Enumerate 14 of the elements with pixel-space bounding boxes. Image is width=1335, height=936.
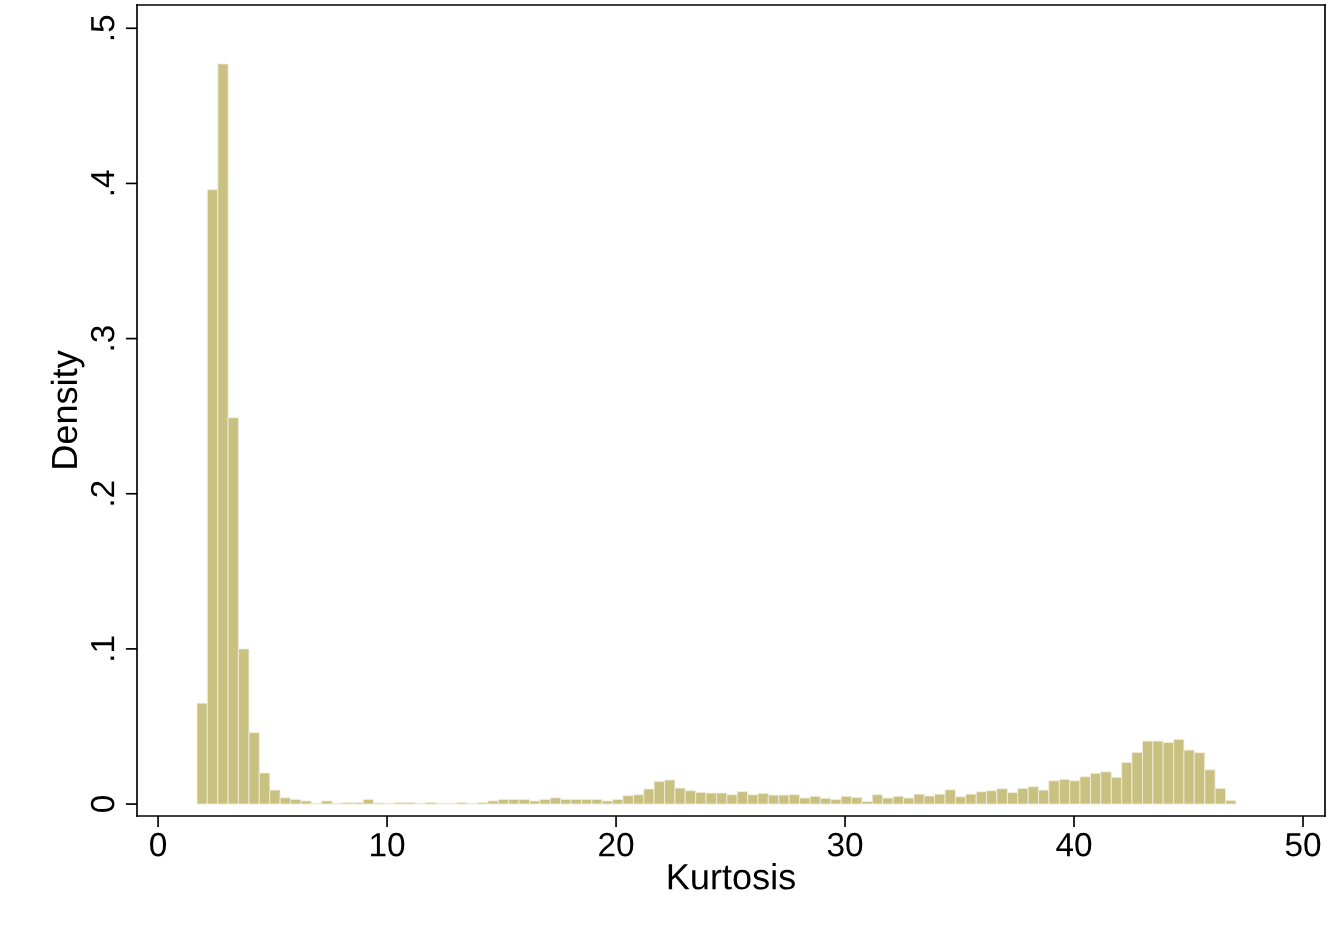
x-tick-label: 10 [371, 832, 405, 857]
x-tick-label: 20 [599, 832, 634, 857]
x-axis-title: Kurtosis [668, 863, 795, 890]
x-tick-label: 30 [827, 832, 863, 857]
y-axis-title: Density [50, 350, 85, 468]
y-tick-label: 0 [90, 796, 115, 813]
x-tick-label: 40 [1056, 832, 1092, 857]
y-tick-label: .4 [91, 170, 115, 195]
y-tick-label: .5 [91, 15, 115, 40]
x-tick-label: 50 [1285, 832, 1321, 857]
y-tick-label: .2 [90, 481, 115, 505]
y-tick-label: .1 [91, 636, 115, 660]
y-tick-label: .3 [90, 326, 115, 350]
x-tick-label: 0 [150, 832, 167, 857]
